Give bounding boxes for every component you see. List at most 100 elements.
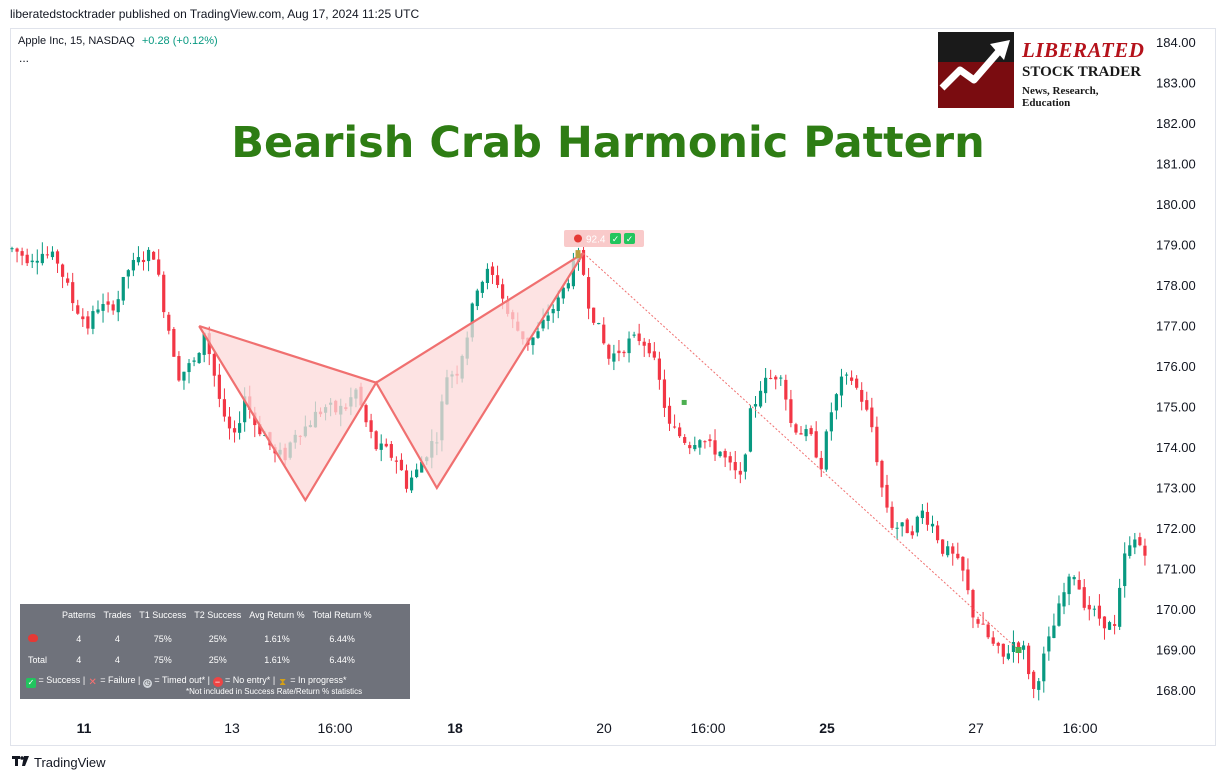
candle-body xyxy=(915,516,919,533)
candle-body xyxy=(758,390,763,407)
candle-body xyxy=(1138,537,1142,546)
stats-header-row: Patterns Trades T1 Success T2 Success Av… xyxy=(24,610,376,628)
candle-body xyxy=(824,431,828,470)
y-tick-label: 182.00 xyxy=(1156,116,1196,131)
x-tick-label: 27 xyxy=(968,720,984,736)
stats-cell: 6.44% xyxy=(329,633,355,644)
timed-out-icon: ◷ xyxy=(142,679,152,688)
candle-body xyxy=(764,377,768,394)
candle-body xyxy=(1082,587,1086,608)
legend-timed-out-text: = Timed out* xyxy=(154,675,206,685)
pattern-label-value: 92.4 xyxy=(586,235,606,246)
candle-body xyxy=(1077,579,1081,590)
candle-body xyxy=(895,527,899,529)
candle-body xyxy=(875,426,879,463)
candle-body xyxy=(131,259,135,271)
candle-body xyxy=(632,334,636,336)
candle-body xyxy=(733,462,737,471)
stats-footnote: *Not included in Success Rate/Return % s… xyxy=(186,687,363,696)
legend-more-button[interactable]: ... xyxy=(19,51,30,65)
candle-body xyxy=(30,260,34,263)
candle-body xyxy=(662,379,667,408)
stats-row-total: Total 4 4 75% 25% 1.61% 6.44% xyxy=(24,649,376,670)
candle-body xyxy=(1011,642,1016,652)
candle-body xyxy=(1143,545,1147,556)
legend-success-text: = Success xyxy=(38,675,81,685)
legend-no-entry-text: = No entry* xyxy=(225,675,271,685)
stats-header-avg: Avg Return % xyxy=(249,610,305,620)
brand-logo: LIBERATED STOCK TRADER News, Research, E… xyxy=(938,32,1144,109)
candle-body xyxy=(111,304,115,311)
stats-cell: 1.61% xyxy=(264,633,290,644)
candle-body xyxy=(951,546,955,554)
candle-body xyxy=(420,461,424,473)
candle-body xyxy=(946,546,950,556)
candle-body xyxy=(986,624,990,638)
symbol-name: Apple Inc, 15, NASDAQ xyxy=(18,35,135,47)
y-tick-label: 179.00 xyxy=(1156,238,1196,253)
candle-body xyxy=(394,460,398,462)
candle-body xyxy=(925,511,930,525)
candle-body xyxy=(683,437,687,443)
candle-body xyxy=(961,556,965,571)
logo-chart-icon xyxy=(938,32,1014,108)
y-tick-label: 168.00 xyxy=(1156,683,1196,698)
candle-body xyxy=(713,440,717,455)
candle-body xyxy=(480,281,484,293)
candle-body xyxy=(177,356,181,381)
candle-body xyxy=(819,457,823,470)
candle-body xyxy=(157,259,161,275)
candle-body xyxy=(1097,605,1102,619)
candle-body xyxy=(81,316,85,320)
candle-body xyxy=(399,459,404,471)
candle-body xyxy=(642,341,646,346)
candle-body xyxy=(369,420,373,432)
candle-body xyxy=(774,376,778,380)
candle-body xyxy=(146,249,151,262)
candle-body xyxy=(1037,681,1041,690)
candle-body xyxy=(404,470,409,489)
candle-body xyxy=(748,408,753,452)
y-tick-label: 174.00 xyxy=(1156,440,1196,455)
candle-body xyxy=(379,443,383,450)
candle-body xyxy=(804,429,808,437)
candle-body xyxy=(789,399,793,423)
candle-body xyxy=(409,477,414,491)
candle-body xyxy=(531,337,535,346)
y-tick-label: 180.00 xyxy=(1156,197,1196,212)
candle-body xyxy=(490,266,495,275)
candle-body xyxy=(1032,671,1036,689)
stats-row-label xyxy=(24,628,58,649)
symbol-legend[interactable]: Apple Inc, 15, NASDAQ +0.28 (+0.12%) xyxy=(18,35,218,47)
candle-body xyxy=(1133,539,1137,548)
x-tick-label: 11 xyxy=(77,720,92,736)
stats-icon-legend: ✓ = Success | ✕ = Failure | ◷ = Timed ou… xyxy=(26,675,346,688)
chart-frame[interactable] xyxy=(10,28,1216,746)
candle-body xyxy=(1057,603,1061,626)
candle-body xyxy=(996,642,1000,646)
candle-body xyxy=(637,333,641,342)
candle-body xyxy=(667,405,672,424)
candle-body xyxy=(784,379,788,400)
candle-body xyxy=(101,303,105,311)
candle-body xyxy=(374,431,378,450)
candle-body xyxy=(40,253,44,264)
stats-cell: 1.61% xyxy=(264,654,290,665)
y-tick-label: 183.00 xyxy=(1156,76,1196,91)
candle-body xyxy=(1052,625,1056,639)
candle-body xyxy=(541,319,545,329)
candle-body xyxy=(50,251,55,258)
x-tick-label: 25 xyxy=(819,720,835,736)
y-tick-label: 176.00 xyxy=(1156,359,1196,374)
candle-body xyxy=(152,251,156,260)
candle-body xyxy=(136,257,141,263)
stats-cell: 75% xyxy=(153,654,172,665)
tradingview-brand[interactable]: TradingView xyxy=(12,755,106,770)
y-tick-label: 169.00 xyxy=(1156,643,1196,658)
candle-body xyxy=(571,260,576,287)
crab-icon xyxy=(28,633,38,642)
candle-body xyxy=(20,251,24,256)
stats-cell: 75% xyxy=(153,633,172,644)
candle-body xyxy=(116,299,120,313)
